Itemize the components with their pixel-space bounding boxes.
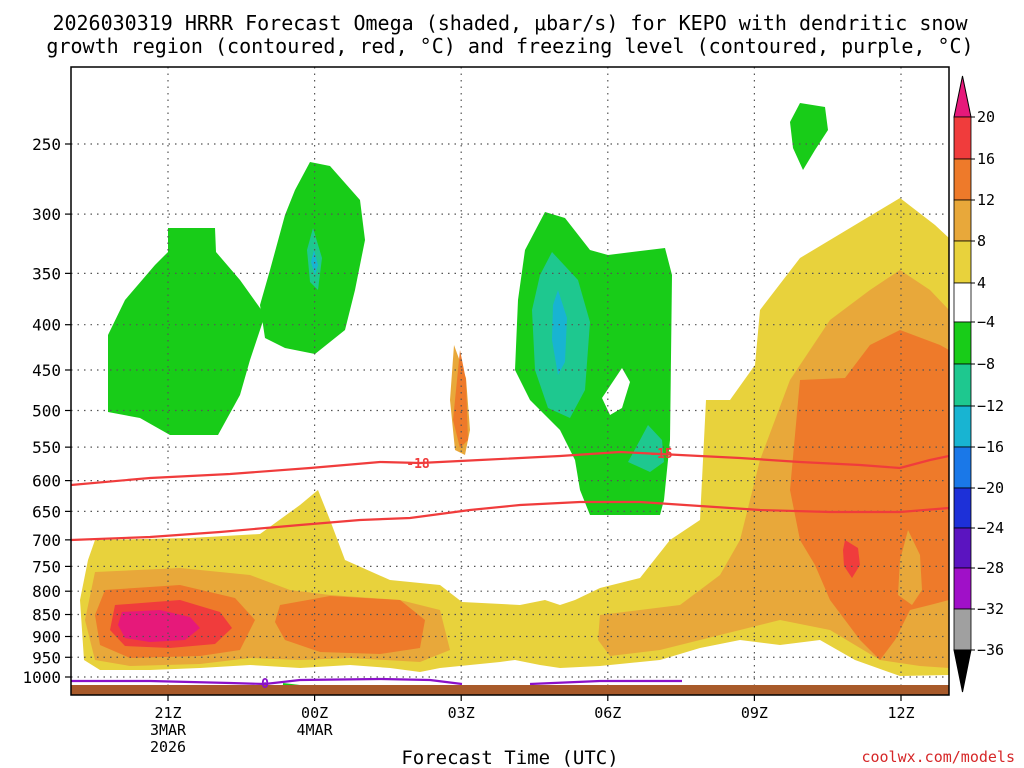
colorbar-label: −36 — [977, 641, 1004, 659]
colorbar-segment — [953, 527, 972, 569]
credit-text: coolwx.com/models — [861, 748, 1015, 766]
colorbar-label: 16 — [977, 150, 995, 168]
y-tick-label: 550 — [32, 438, 61, 457]
colorbar-label: −16 — [977, 438, 1004, 456]
x-tick-label: 09Z — [741, 704, 768, 722]
omega-white-hole — [602, 368, 630, 415]
freezing-contour-label: 0 — [261, 677, 269, 692]
grid — [71, 67, 949, 695]
colorbar-label: −12 — [977, 397, 1004, 415]
colorbar-label: −24 — [977, 519, 1004, 537]
y-tick-label: 900 — [32, 627, 61, 646]
omega-green-region-4 — [790, 103, 828, 170]
colorbar: 20 16 12 8 4 −4 −8 −12 −16 −20 −24 −28 −32 −36 — [953, 75, 1004, 693]
plot-frame — [70, 66, 950, 696]
x-tick-label: 03Z — [448, 704, 475, 722]
chart-title-line-2: growth region (contoured, red, °C) and f… — [46, 34, 973, 58]
x-tick-label: 21Z — [154, 704, 181, 722]
y-tick-label: 700 — [32, 531, 61, 550]
omega-tan-region — [85, 270, 949, 668]
colorbar-label: −28 — [977, 559, 1004, 577]
dgz-upper-contour — [71, 450, 949, 487]
ground-band — [71, 685, 949, 695]
y-tick-label: 950 — [32, 648, 61, 667]
colorbar-segment — [953, 405, 972, 448]
omega-teal-region-3 — [628, 425, 664, 472]
colorbar-label: −20 — [977, 479, 1004, 497]
x-axis-title: Forecast Time (UTC) — [401, 747, 618, 768]
y-tick-label: 500 — [32, 402, 61, 421]
x-tick-label: 06Z — [594, 704, 621, 722]
colorbar-bottom-arrow — [953, 649, 972, 693]
x-tick-label: 4MAR — [297, 721, 334, 739]
colorbar-label: 4 — [977, 274, 986, 292]
colorbar-label: 8 — [977, 232, 986, 250]
colorbar-segment — [953, 199, 972, 242]
colorbar-segment — [953, 158, 972, 201]
freezing-level-contour — [71, 677, 682, 686]
colorbar-label: −4 — [977, 313, 995, 331]
omega-tan-island — [898, 530, 922, 605]
y-tick-label: 250 — [32, 135, 61, 154]
omega-green-region-1 — [108, 228, 265, 435]
x-tick-label: 00Z — [301, 704, 328, 722]
colorbar-segment — [953, 446, 972, 489]
y-tick-label: 850 — [32, 606, 61, 625]
colorbar-label: −8 — [977, 355, 995, 373]
colorbar-segment — [953, 282, 972, 323]
dgz-contour-label-1: -18 — [406, 457, 430, 472]
omega-cyan-core-1 — [552, 290, 567, 375]
plot-area: -18 -15 0 — [70, 66, 950, 696]
y-axis: 250 300 350 400 450 500 550 600 650 700 750 800 850 9… — [22, 135, 71, 687]
chart-title-line-1: 2026030319 HRRR Forecast Omega (shaded, … — [52, 11, 968, 35]
y-tick-label: 800 — [32, 582, 61, 601]
colorbar-top-arrow — [953, 75, 972, 118]
colorbar-segment — [953, 363, 972, 407]
y-tick-label: 1000 — [22, 668, 61, 687]
colorbar-segment — [953, 116, 972, 160]
y-tick-label: 750 — [32, 557, 61, 576]
y-tick-label: 450 — [32, 361, 61, 380]
colorbar-segment — [953, 487, 972, 529]
dgz-contour-label-2: -15 — [649, 447, 672, 462]
colorbar-segment — [953, 608, 972, 651]
colorbar-label: 20 — [977, 108, 995, 126]
y-tick-label: 400 — [32, 316, 61, 335]
colorbar-label: 12 — [977, 191, 995, 209]
dgz-lower-contour — [71, 500, 949, 542]
omega-magenta-core — [118, 610, 200, 642]
x-tick-label: 3MAR — [150, 721, 187, 739]
colorbar-segment — [953, 240, 972, 284]
colorbar-segment — [953, 321, 972, 365]
y-tick-label: 350 — [32, 264, 61, 283]
y-tick-label: 650 — [32, 502, 61, 521]
colorbar-segment — [953, 567, 972, 610]
x-tick-label: 2026 — [150, 738, 186, 756]
x-tick-label: 12Z — [887, 704, 914, 722]
colorbar-label: −32 — [977, 600, 1004, 618]
y-tick-label: 600 — [32, 472, 61, 491]
y-tick-label: 300 — [32, 205, 61, 224]
